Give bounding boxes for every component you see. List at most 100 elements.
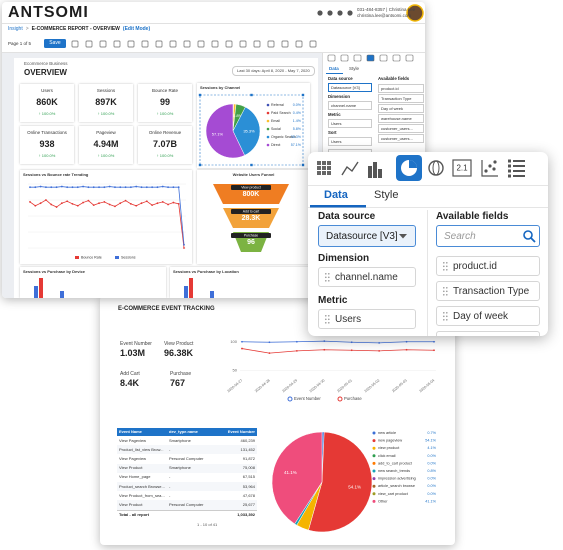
pagination[interactable]: 1 - 10 of 41 xyxy=(197,522,218,527)
line-point xyxy=(151,204,154,207)
icon-list-line xyxy=(513,160,525,162)
line-point xyxy=(108,203,111,206)
field-item[interactable]: Day of week xyxy=(378,104,424,113)
kpi-card: Online Transactions 938 ↑ 100.0% xyxy=(20,126,74,164)
drag-dot xyxy=(443,287,445,289)
report-title: OVERVIEW xyxy=(24,68,67,77)
field-box[interactable]: Users xyxy=(328,137,372,146)
funnel-label: Add to cart xyxy=(243,209,259,213)
line-point xyxy=(295,349,298,352)
drag-dot xyxy=(325,318,327,321)
available-field[interactable]: Transaction Type xyxy=(436,281,540,301)
dimension-field[interactable]: channel.name xyxy=(318,267,416,287)
kpi-label: Online Transactions xyxy=(27,130,67,135)
available-field[interactable]: Day of week xyxy=(436,306,540,326)
line-point xyxy=(405,348,408,351)
report-page: Ecommerce Business OVERVIEW Last 30 days: … xyxy=(14,58,318,298)
line-point xyxy=(45,186,47,189)
line-point xyxy=(29,201,31,203)
user-email: christina.lee@antsomi.com xyxy=(357,13,412,18)
line-point xyxy=(71,186,74,189)
card-title: Sessions by Channel xyxy=(200,85,241,90)
table-cell: Personal Computer xyxy=(169,455,204,461)
line-point xyxy=(119,186,122,189)
available-field[interactable]: product.id xyxy=(436,256,540,276)
icon-scatter-dot xyxy=(493,160,497,164)
tab[interactable]: Style xyxy=(349,66,360,71)
drag-dot xyxy=(446,319,448,321)
icon-pie-slice xyxy=(409,160,417,168)
chart-card: Sessions vs Purchase by Device xyxy=(20,267,166,298)
drag-dot xyxy=(443,265,445,268)
drag-dot xyxy=(325,273,327,275)
line-point xyxy=(55,186,58,189)
line-point xyxy=(323,340,326,343)
channel-pie: 5.8% 35.3% 57.1% Referral 0.0%Paid Search 0.4… xyxy=(198,93,305,167)
date-range[interactable]: Last 30 days: April 8, 2020 - May 7, 202… xyxy=(232,66,315,76)
card-title: Sessions vs Purchase by Device xyxy=(23,269,86,274)
selection-handle xyxy=(250,93,253,97)
line-point xyxy=(156,202,159,205)
chart-card: Sessions vs Purchase by Location xyxy=(170,267,310,298)
table-cell: Product_search Browse... xyxy=(119,483,165,489)
page-selector[interactable]: Page 1 of 5 xyxy=(8,41,32,46)
logo: ANTSOMI xyxy=(8,4,89,21)
legend-dot xyxy=(372,439,376,443)
legend-name: Referral xyxy=(271,103,284,107)
tab[interactable]: Data xyxy=(329,66,339,71)
search-box[interactable]: Search xyxy=(436,225,540,247)
tab[interactable]: Style xyxy=(374,189,399,201)
slice-label: 35.3% xyxy=(243,128,255,133)
selection-handle xyxy=(198,163,202,167)
icon-list-line xyxy=(513,170,525,172)
field-item[interactable]: warehouse.name xyxy=(378,114,424,123)
save-button[interactable]: Save xyxy=(44,39,66,48)
legend-dot xyxy=(372,469,376,473)
line-point xyxy=(34,186,37,189)
legend-name: Email xyxy=(271,119,280,123)
line-point xyxy=(55,206,58,208)
table-cell: View Home_page xyxy=(119,474,151,480)
kpi-card: Bounce Rate 99 ↑ 100.0% xyxy=(138,84,192,122)
breadcrumb-root[interactable]: Insight xyxy=(8,26,23,32)
legend-name: new search_trends xyxy=(378,469,410,473)
field-label: Sort xyxy=(328,130,337,135)
data-source-dropdown[interactable]: Datasource [V3] xyxy=(318,225,416,247)
column-header[interactable]: dev_type.name xyxy=(169,429,198,434)
metric-field[interactable]: Users xyxy=(318,309,416,329)
icon-table-cell xyxy=(322,171,326,175)
legend-dot xyxy=(372,499,376,503)
tab[interactable]: Data xyxy=(324,189,348,201)
icon-globe-meridian xyxy=(432,160,440,176)
toolbar-icon xyxy=(85,40,93,48)
field-box[interactable]: Datasource [V3] xyxy=(328,83,372,92)
line-point xyxy=(103,201,106,203)
drag-dot xyxy=(443,294,445,296)
field-box[interactable]: Users xyxy=(328,119,372,128)
field-item[interactable]: customer_users... xyxy=(378,124,424,133)
field-item[interactable]: product.id xyxy=(378,84,424,93)
icon-scatter-dot xyxy=(492,167,496,171)
line-point xyxy=(39,202,42,205)
table-cell: Smartphone xyxy=(169,465,191,471)
legend-name: new article xyxy=(378,431,396,435)
field-item[interactable]: Transaction Type xyxy=(378,94,424,103)
section-label: Available fields xyxy=(436,211,509,222)
field-item[interactable]: customer_users... xyxy=(378,134,424,143)
table-cell: Smartphone xyxy=(169,437,191,443)
toolbar-icon xyxy=(253,40,261,48)
line-point xyxy=(135,185,138,188)
column-header[interactable]: Event Number xyxy=(227,429,255,434)
field-box[interactable]: channel.name xyxy=(328,101,372,110)
kpi-change: ↑ 100.0% xyxy=(97,153,115,158)
icon-line xyxy=(341,161,359,176)
legend-dot xyxy=(266,143,270,147)
column-header[interactable]: Event Name xyxy=(119,429,142,434)
legend-value: 41.1% xyxy=(425,499,436,503)
line-point xyxy=(177,202,180,205)
line-point xyxy=(108,185,111,188)
funnel-label: View product xyxy=(241,185,261,189)
section-label: Dimension xyxy=(318,253,370,264)
header-icon xyxy=(317,10,323,16)
column-divider xyxy=(427,210,428,336)
